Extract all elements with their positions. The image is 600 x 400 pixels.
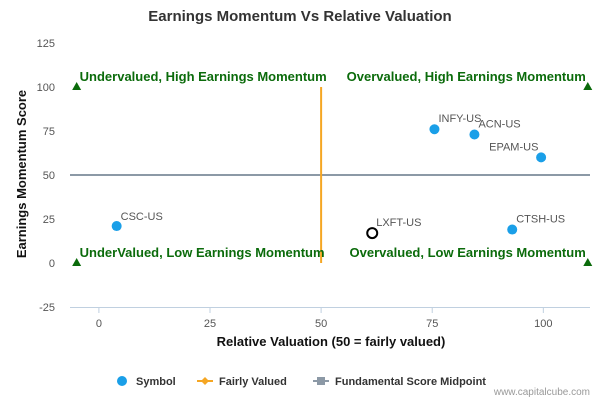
legend-midpoint-marker <box>317 377 325 385</box>
x-tick-label: 50 <box>315 318 327 330</box>
y-tick-label: 25 <box>43 214 55 226</box>
data-point <box>429 124 440 135</box>
y-tick-label: 75 <box>43 126 55 138</box>
quadrant-labels: Undervalued, High Earnings Momentum Overv… <box>72 69 593 266</box>
quadrant-corner-marker <box>72 82 82 90</box>
y-tick-label: -25 <box>39 302 55 314</box>
legend-symbol-marker <box>117 376 127 386</box>
data-label: ACN-US <box>478 119 520 131</box>
y-tick-label: 100 <box>37 82 55 94</box>
quadrant-label: Undervalued, High Earnings Momentum <box>80 69 327 84</box>
legend-label: Fairly Valued <box>219 376 287 388</box>
data-label: CSC-US <box>121 211 163 223</box>
plot-area: 0 25 50 75 100 -25 0 25 50 75 100 125 <box>37 38 590 330</box>
legend-label: Symbol <box>136 376 176 388</box>
chart-title: Earnings Momentum Vs Relative Valuation <box>148 8 451 25</box>
quadrant-label: UnderValued, Low Earnings Momentum <box>80 245 325 260</box>
legend: Symbol Fairly Valued Fundamental Score Mid… <box>117 376 486 388</box>
data-point <box>507 224 518 235</box>
data-point <box>111 221 122 232</box>
y-axis-title: Earnings Momentum Score <box>14 90 29 258</box>
data-point <box>536 152 547 163</box>
legend-fairly-valued-marker <box>201 377 209 385</box>
credit-text: www.capitalcube.com <box>493 387 590 398</box>
y-tick-label: 125 <box>37 38 55 50</box>
data-label: EPAM-US <box>489 141 538 153</box>
x-tick-label: 25 <box>204 318 216 330</box>
legend-label: Fundamental Score Midpoint <box>335 376 486 388</box>
y-tick-label: 50 <box>43 170 55 182</box>
data-point <box>366 227 379 240</box>
data-label: CTSH-US <box>516 214 565 226</box>
y-tick-label: 0 <box>49 258 55 270</box>
quadrant-label: Overvalued, High Earnings Momentum <box>347 69 586 84</box>
reference-lines <box>70 87 590 263</box>
quadrant-label: Overvalued, Low Earnings Momentum <box>350 245 586 260</box>
quadrant-corner-marker <box>583 82 593 90</box>
quadrant-corner-marker <box>583 258 593 266</box>
data-label: LXFT-US <box>376 217 421 229</box>
x-tick-label: 75 <box>426 318 438 330</box>
data-label: INFY-US <box>438 113 481 125</box>
x-axis-title: Relative Valuation (50 = fairly valued) <box>217 334 446 349</box>
quadrant-corner-marker <box>72 258 82 266</box>
data-point <box>469 129 480 140</box>
x-tick-label: 100 <box>534 318 552 330</box>
x-tick-label: 0 <box>96 318 102 330</box>
